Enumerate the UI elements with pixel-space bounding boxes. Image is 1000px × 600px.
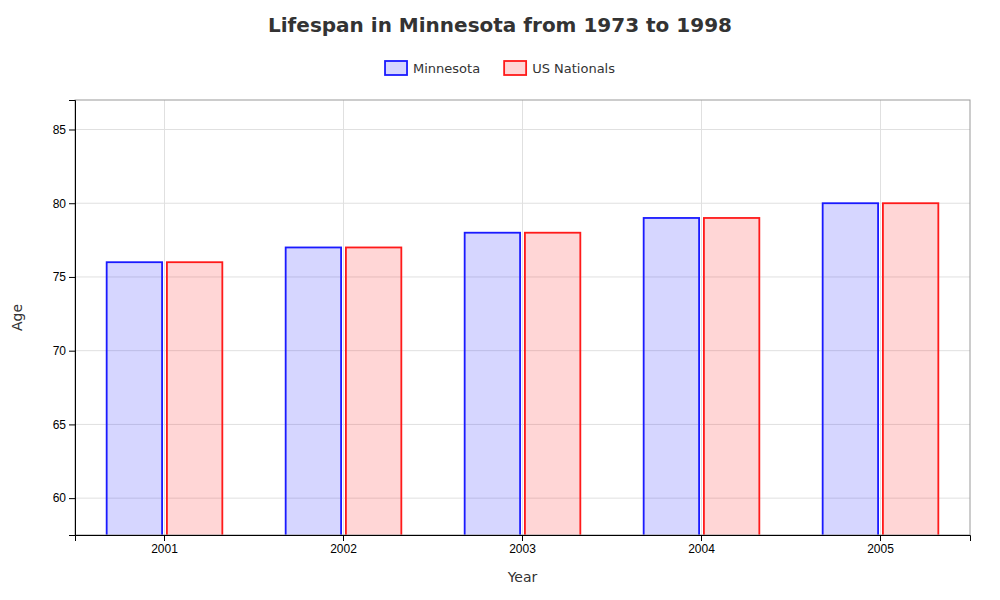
x-tick-label: 2003 [509, 542, 536, 556]
y-axis: 60 65 70 75 80 85 [53, 101, 76, 536]
x-grid-line [880, 100, 881, 535]
y-axis-title: Age [9, 304, 25, 331]
y-tick-label: 70 [53, 344, 67, 358]
y-tick-mark [69, 351, 75, 352]
legend-item: US Nationals [504, 61, 615, 76]
x-grid-line [701, 100, 702, 535]
legend-label: US Nationals [532, 61, 615, 76]
x-tick-mark [164, 535, 165, 541]
x-grid-line [343, 100, 344, 535]
y-tick: 75 [53, 270, 75, 284]
x-axis-title: Year [507, 569, 538, 585]
y-tick: 60 [53, 491, 75, 505]
legend-swatch [385, 61, 407, 75]
title: Lifespan in Minnesota from 1973 to 1998 [268, 13, 732, 37]
legend: Minnesota US Nationals [385, 61, 615, 76]
x-tick-label: 2001 [151, 542, 178, 556]
y-tick: 85 [53, 123, 75, 137]
x-tick-label: 2002 [330, 542, 357, 556]
y-tick-mark [69, 424, 75, 425]
x-tick-label: 2004 [688, 542, 715, 556]
bar [823, 203, 878, 535]
x-tick: 2004 [688, 535, 715, 556]
y-tick-label: 65 [53, 418, 67, 432]
legend-label: Minnesota [413, 61, 480, 76]
y-tick-label: 75 [53, 270, 67, 284]
y-tick: 80 [53, 197, 75, 211]
x-tick-mark [880, 535, 881, 541]
plot-frame [75, 100, 970, 535]
bar [644, 218, 699, 535]
bar [286, 247, 341, 535]
x-axis: 2001 2002 2003 2004 2005 [76, 535, 971, 556]
x-axis-line [76, 536, 971, 542]
chart: 2001 2002 2003 2004 2005 60 65 70 75 80 85 Lifespan… [0, 0, 1000, 600]
y-tick-mark [69, 129, 75, 130]
bar-series [107, 203, 878, 535]
bar [107, 262, 162, 535]
plot: 2001 2002 2003 2004 2005 60 65 70 75 80 85 [53, 100, 971, 600]
legend-swatch [504, 61, 526, 75]
y-axis-line [69, 101, 76, 536]
legend-item: Minnesota [385, 61, 480, 76]
x-tick-label: 2005 [867, 542, 894, 556]
bar [346, 247, 401, 535]
x-tick-mark [343, 535, 344, 541]
bar [883, 203, 938, 535]
y-tick: 65 [53, 418, 75, 432]
x-tick: 2005 [867, 535, 894, 556]
bar-series [167, 203, 938, 535]
x-grid-line [164, 100, 165, 535]
bar [704, 218, 759, 535]
y-tick-label: 60 [53, 491, 67, 505]
x-tick-mark [522, 535, 523, 541]
y-tick-mark [69, 498, 75, 499]
bar [465, 233, 520, 535]
x-tick-mark [701, 535, 702, 541]
y-tick-mark [69, 277, 75, 278]
bar [167, 262, 222, 535]
bars [107, 203, 939, 535]
y-tick-label: 85 [53, 123, 67, 137]
x-grid-line [522, 100, 523, 535]
y-tick-mark [69, 203, 75, 204]
x-tick: 2003 [509, 535, 536, 556]
bar [525, 233, 580, 535]
y-tick-label: 80 [53, 197, 67, 211]
y-tick: 70 [53, 344, 75, 358]
x-tick: 2001 [151, 535, 178, 556]
x-tick: 2002 [330, 535, 357, 556]
